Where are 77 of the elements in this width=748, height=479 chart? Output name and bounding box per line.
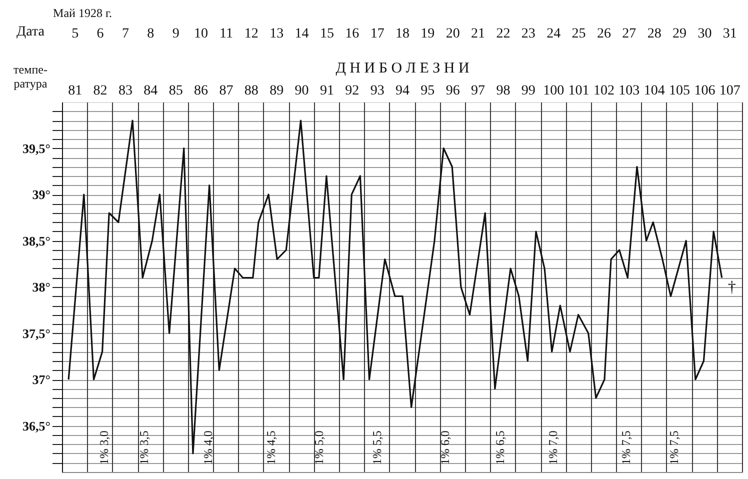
y-tick-label: 39° [32, 187, 50, 202]
x2-tick-label: 28 [647, 26, 662, 42]
x2-tick-label: 27 [622, 26, 636, 42]
x2-axis-title: Дата [16, 24, 46, 40]
x-tick-label: 96 [446, 84, 460, 98]
x2-tick-label: 19 [420, 26, 435, 42]
x-tick-label: 88 [244, 84, 258, 98]
x2-tick-label: 29 [672, 26, 687, 42]
y-tick-label: 38° [32, 280, 50, 294]
x2-tick-label: 22 [496, 26, 510, 42]
annotation: 1% 7,5 [619, 430, 634, 465]
x-tick-label: 93 [370, 84, 384, 98]
x-tick-label: 83 [118, 84, 132, 98]
x-tick-label: 82 [93, 84, 108, 98]
annotation: 1% 4,5 [264, 430, 278, 465]
x-tick-label: 92 [345, 84, 360, 98]
x-tick-label: 103 [618, 84, 640, 98]
x-tick-label: 99 [521, 84, 536, 98]
annotation: 1% 6,5 [493, 430, 508, 465]
x-tick-label: 85 [168, 84, 183, 98]
x2-tick-label: 8 [147, 26, 154, 42]
x2-tick-label: 18 [396, 26, 410, 42]
y-axis-title: темпе-ратура [14, 62, 48, 90]
x-tick-label: 95 [420, 84, 435, 98]
x-tick-label: 87 [219, 84, 234, 98]
x2-tick-label: 6 [96, 26, 104, 42]
annotation: 1% 3,5 [136, 430, 151, 465]
x2-tick-label: 17 [370, 26, 384, 42]
annotation: 1% 7,5 [667, 430, 681, 465]
x2-tick-label: 12 [244, 26, 258, 42]
x2-tick-label: 14 [294, 26, 309, 42]
chart-title: Май 1928 г. [53, 6, 112, 20]
x-tick-label: 94 [396, 84, 410, 98]
x-tick-label: 97 [471, 84, 486, 98]
x-tick-label: 98 [496, 84, 510, 98]
annotation: 1% 5,5 [370, 430, 384, 465]
x2-tick-label: 11 [219, 26, 233, 42]
annotation: 1% 3,0 [97, 430, 112, 465]
x2-tick-label: 26 [596, 26, 611, 42]
x2-tick-label: 7 [122, 26, 129, 42]
x2-tick-label: 20 [446, 26, 460, 42]
x-tick-label: 91 [320, 84, 334, 98]
x-tick-label: 105 [669, 84, 690, 98]
y-tick-label: 37° [32, 372, 50, 387]
x-axis-title: Д Н И Б О Л Е З Н И [336, 60, 470, 76]
y-tick-label: 38,5° [22, 233, 50, 248]
x2-tick-label: 13 [270, 26, 284, 42]
x2-tick-label: 24 [546, 26, 561, 42]
y-tick-label: 39,5° [22, 140, 50, 156]
x2-tick-label: 15 [320, 26, 334, 42]
x2-tick-label: 9 [172, 26, 180, 42]
x2-tick-label: 10 [194, 26, 208, 42]
x-tick-label: 101 [568, 84, 590, 98]
x-tick-label: 106 [694, 84, 716, 98]
annotation: 1% 6,0 [438, 430, 452, 465]
x-tick-label: 90 [294, 84, 309, 98]
x-tick-label: 107 [719, 84, 740, 98]
y-tick-label: 36,5° [22, 418, 50, 434]
annotation: 1% 7,0 [546, 430, 560, 465]
annotation: † [728, 279, 736, 296]
x2-tick-label: 23 [521, 26, 536, 42]
x2-tick-label: 16 [345, 26, 360, 42]
x-tick-label: 100 [543, 84, 564, 98]
x-tick-label: 104 [644, 84, 665, 98]
x-tick-label: 81 [68, 84, 82, 98]
annotation: 1% 5,0 [312, 430, 326, 465]
x2-tick-label: 21 [471, 26, 486, 42]
y-tick-label: 37,5° [22, 326, 50, 341]
x-tick-label: 84 [144, 84, 158, 98]
x2-tick-label: 30 [698, 26, 712, 42]
x-tick-label: 89 [270, 84, 284, 98]
annotation: 1% 4,0 [201, 430, 216, 465]
x2-tick-label: 25 [572, 26, 586, 42]
x-tick-label: 102 [593, 84, 614, 98]
x-tick-label: 86 [194, 84, 208, 98]
x2-tick-label: 31 [722, 26, 737, 42]
x2-tick-label: 5 [72, 26, 79, 42]
